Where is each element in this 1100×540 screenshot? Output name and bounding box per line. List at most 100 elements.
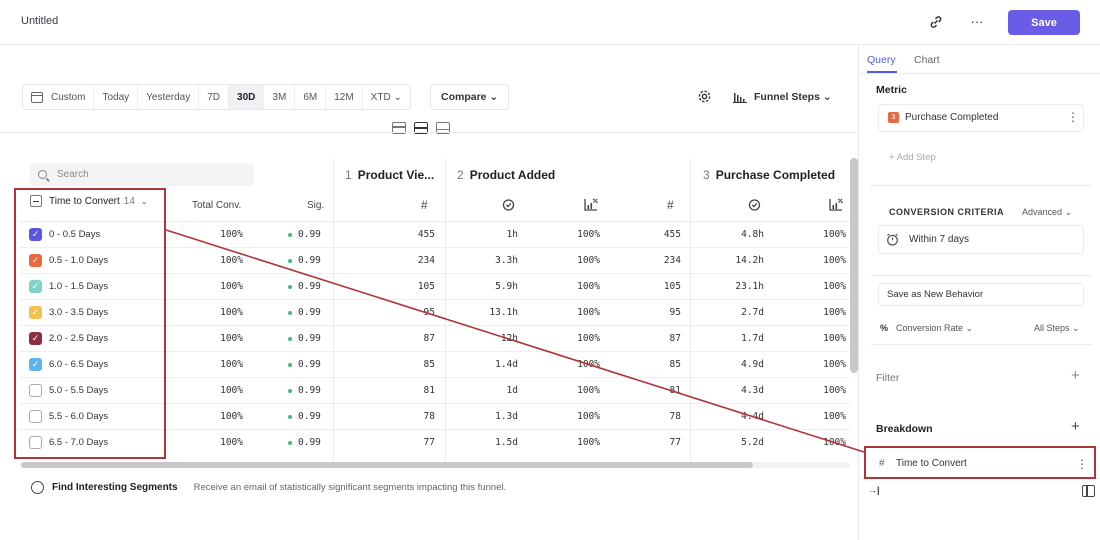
cell-total: 100% [220, 307, 243, 318]
date-range-label: 12M [334, 91, 354, 103]
cell-s3-pct: 100% [823, 359, 846, 370]
add-breakdown-plus-icon[interactable]: + [1071, 418, 1080, 435]
step-number: 1 [345, 168, 352, 182]
date-range-selector: Custom Today Yesterday 7D 30D 3M 6M 12M XTD ⌄ [22, 84, 411, 110]
find-segments-title[interactable]: Find Interesting Segments [52, 482, 178, 493]
row-checkbox[interactable]: ✓ [29, 306, 42, 319]
row-label: 5.5 - 6.0 Days [49, 411, 109, 422]
date-range-7d[interactable]: 7D [199, 85, 230, 109]
layout-top-icon[interactable] [392, 122, 406, 134]
table-row[interactable]: 5.0 - 5.5 Days 100% 81 1d 100% 81 4.3d 100% 0.99 [20, 377, 850, 403]
section-divider [870, 275, 1092, 276]
clock-check-icon-svg [748, 199, 761, 211]
row-checkbox[interactable]: ✓ [29, 254, 42, 267]
date-range-12m[interactable]: 12M [326, 85, 363, 109]
breakdown-item-label[interactable]: Time to Convert [896, 458, 967, 469]
vertical-scrollbar[interactable] [850, 158, 858, 373]
significance-dot [288, 363, 292, 367]
layout-middle-icon[interactable] [414, 122, 428, 134]
count-hash-icon: # [667, 198, 674, 212]
save-behavior-button[interactable] [878, 283, 1084, 306]
date-range-yesterday[interactable]: Yesterday [138, 85, 200, 109]
conversion-window-card[interactable] [878, 225, 1084, 254]
cell-s2-pct: 100% [577, 255, 600, 266]
cell-s2-time: 1h [506, 229, 518, 240]
find-segments-description: Receive an email of statistically signif… [193, 482, 507, 493]
cell-significance: 0.99 [298, 411, 321, 422]
row-label: 3.0 - 3.5 Days [49, 307, 109, 318]
row-checkbox[interactable] [29, 410, 42, 423]
layout-bottom-icon[interactable] [436, 122, 450, 134]
cell-s2-time: 1d [506, 385, 518, 396]
metric-step-card[interactable] [878, 104, 1084, 132]
significance-header[interactable]: Sig. [307, 200, 325, 211]
cell-s2-count: 78 [669, 411, 681, 422]
more-vertical-icon[interactable]: ⋮ [1067, 110, 1079, 124]
row-checkbox[interactable] [29, 384, 42, 397]
breakdown-column-header[interactable]: Time to Convert 14 ⌄ [30, 195, 148, 207]
chevron-down-icon[interactable]: ⌄ [140, 196, 148, 206]
table-row[interactable]: ✓ 3.0 - 3.5 Days 100% 95 13.1h 100% 95 2.7d 100%… [20, 299, 850, 325]
funnel-steps-button[interactable]: Funnel Steps ⌄ [723, 84, 842, 110]
date-range-xtd[interactable]: XTD ⌄ [363, 85, 410, 109]
collapse-panel-icon[interactable]: →| [868, 485, 880, 495]
save-button[interactable]: Save [1008, 10, 1080, 35]
time-to-convert-icon [502, 198, 515, 214]
cell-s3-time: 23.1h [735, 281, 764, 292]
date-range-30d[interactable]: 30D [229, 85, 265, 109]
date-range-3m[interactable]: 3M [264, 85, 296, 109]
column-divider [333, 158, 334, 468]
row-checkbox[interactable] [29, 436, 42, 449]
cell-s3-pct: 100% [823, 229, 846, 240]
date-range-today[interactable]: Today [94, 85, 139, 109]
report-title[interactable]: Untitled [21, 15, 59, 27]
cell-s3-pct: 100% [823, 255, 846, 266]
search-input[interactable]: Search [30, 163, 254, 186]
more-icon[interactable]: ··· [970, 13, 984, 29]
time-to-convert-icon [748, 198, 761, 214]
table-row[interactable]: ✓ 1.0 - 1.5 Days 100% 105 5.9h 100% 105 23.1h 10… [20, 273, 850, 299]
row-checkbox[interactable]: ✓ [29, 280, 42, 293]
cell-total: 100% [220, 437, 243, 448]
column-divider [690, 158, 691, 468]
select-all-checkbox[interactable] [30, 195, 42, 207]
step-header-1: 1 Product Vie... [345, 168, 434, 182]
find-segments-bar[interactable]: Find Interesting Segments Receive an ema… [31, 481, 506, 494]
row-label: 5.0 - 5.5 Days [49, 385, 109, 396]
row-checkbox[interactable]: ✓ [29, 358, 42, 371]
cell-total: 100% [220, 281, 243, 292]
row-checkbox[interactable]: ✓ [29, 332, 42, 345]
link-icon[interactable] [926, 12, 946, 32]
cell-s1: 87 [423, 333, 435, 344]
advanced-dropdown[interactable]: Advanced ⌄ [1022, 207, 1073, 217]
cell-s2-count: 85 [669, 359, 681, 370]
cell-total: 100% [220, 229, 243, 240]
expand-panel-icon[interactable] [1082, 485, 1095, 497]
cell-s2-count: 81 [669, 385, 681, 396]
date-range-custom[interactable]: Custom [23, 85, 95, 109]
cell-s3-pct: 100% [823, 281, 846, 292]
query-panel [858, 45, 1100, 540]
gear-icon[interactable] [694, 86, 714, 106]
total-conversion-header[interactable]: Total Conv. [192, 200, 242, 211]
conversion-rate-dropdown[interactable]: Conversion Rate ⌄ [896, 323, 974, 333]
tab-chart[interactable]: Chart [914, 54, 940, 66]
tab-query[interactable]: Query [867, 54, 896, 66]
compare-button[interactable]: Compare ⌄ [430, 84, 510, 110]
row-checkbox[interactable]: ✓ [29, 228, 42, 241]
table-row[interactable]: ✓ 0 - 0.5 Days 100% 455 1h 100% 455 4.8h 100% 0.9… [20, 221, 850, 247]
breakdown-count-badge: 14 [123, 195, 135, 207]
cell-s2-pct: 100% [577, 281, 600, 292]
table-row[interactable]: ✓6.0 - 6.5 Days100%851.4d100%854.9d100%0… [20, 351, 850, 377]
add-step-button[interactable]: + Add Step [889, 152, 936, 163]
significance-dot [288, 259, 292, 263]
horizontal-scrollbar[interactable] [21, 462, 753, 468]
add-filter-plus-icon[interactable]: + [1071, 367, 1080, 384]
row-label: 2.0 - 2.5 Days [49, 333, 109, 344]
section-divider [870, 185, 1092, 186]
toolbar-divider [0, 132, 858, 133]
table-row[interactable]: ✓ 0.5 - 1.0 Days 100% 234 3.3h 100% 234 14.2h 10… [20, 247, 850, 273]
all-steps-dropdown[interactable]: All Steps ⌄ [1034, 323, 1080, 333]
date-range-6m[interactable]: 6M [295, 85, 327, 109]
more-vertical-icon[interactable]: ⋮ [1076, 457, 1088, 471]
